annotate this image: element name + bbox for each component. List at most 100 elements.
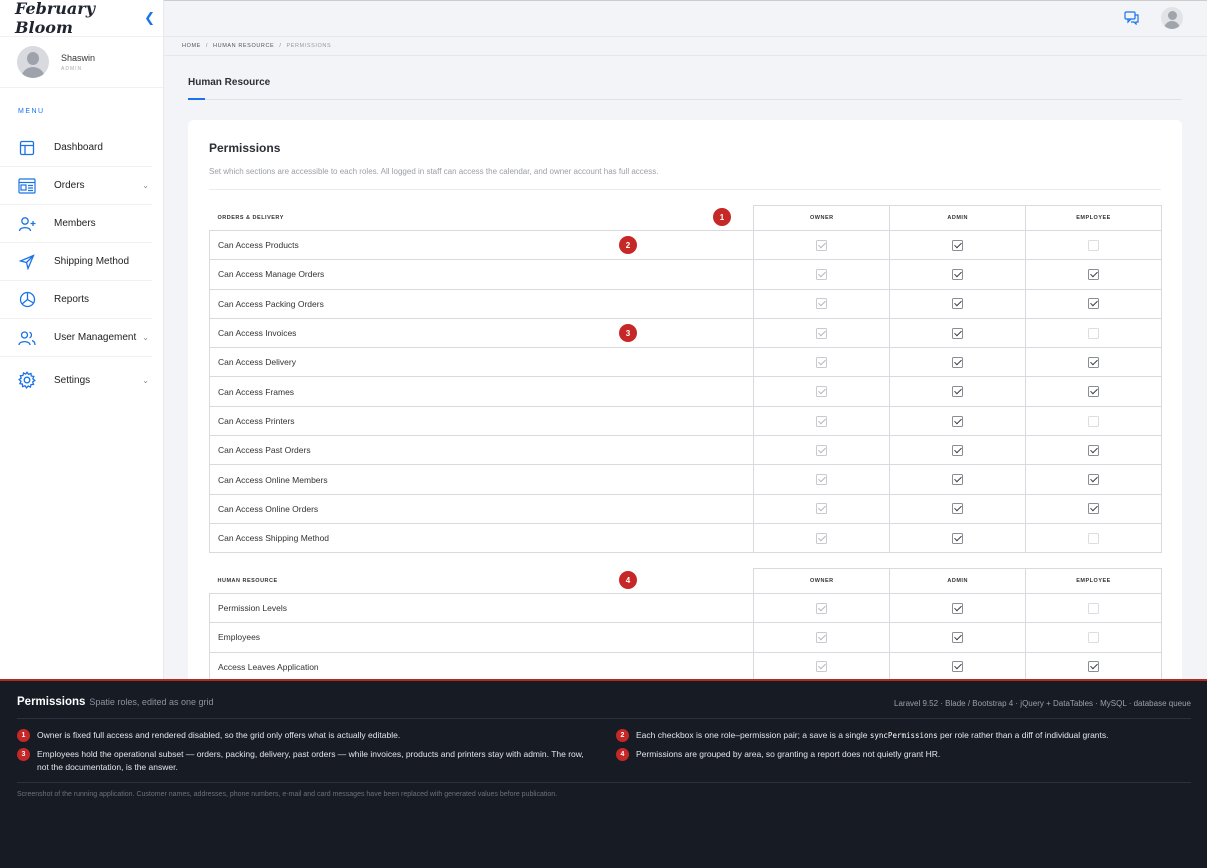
sidebar-item-shipping-method[interactable]: Shipping Method [0,243,152,281]
employee-permission-checkbox[interactable] [1088,239,1100,251]
user-panel[interactable]: Shaswin ADMIN [0,36,163,88]
collapse-sidebar-icon[interactable]: ❮ [144,10,155,25]
employee-permission-checkbox[interactable] [1088,444,1100,456]
admin-permission-checkbox[interactable] [952,386,964,398]
checkbox-cell [753,622,891,653]
employee-permission-checkbox[interactable] [1088,298,1100,310]
sidebar-item-dashboard[interactable]: Dashboard [0,129,152,167]
footer-note-4: 4 Permissions are grouped by area, so gr… [616,748,1196,761]
table-row: Employees [208,622,1162,653]
role-column-header: OWNER [753,568,891,594]
table-header-row: ORDERS & DELIVERY OWNER ADMIN EMPLOYEE [209,205,1162,231]
table-row: Can Access Printers [208,405,1162,437]
table-row: Can Access Packing Orders [208,288,1162,319]
sidebar-item-settings[interactable]: Settings ⌄ [0,357,152,403]
admin-permission-checkbox[interactable] [952,444,964,456]
sidebar: February Bloom ❮ Shaswin ADMIN MENU Dash… [0,0,164,680]
footer-stack: Laravel 9.52 · Blade / Bootstrap 4 · jQu… [894,699,1191,708]
checkbox-cell [753,651,891,682]
admin-permission-checkbox[interactable] [952,356,964,368]
owner-permission-checkbox [816,532,828,544]
chevron-down-icon[interactable]: ⌄ [142,333,149,342]
checkbox-cell [889,317,1027,349]
page-title[interactable]: Human Resource [188,77,271,88]
admin-permission-checkbox[interactable] [952,327,964,339]
checkbox-cell [753,259,891,290]
chevron-down-icon[interactable]: ⌄ [142,375,149,385]
checkbox-cell [889,464,1027,495]
sidebar-item-label: User Management [54,332,137,343]
divider [17,718,1191,719]
annotation-marker-2: 2 [619,236,637,254]
sidebar-item-reports[interactable]: Reports [0,281,152,319]
employee-permission-checkbox[interactable] [1088,474,1100,486]
active-tab-indicator [188,98,205,100]
admin-permission-checkbox[interactable] [952,661,964,673]
employee-permission-checkbox[interactable] [1088,386,1100,398]
employee-permission-checkbox[interactable] [1088,269,1100,281]
annotation-marker-1: 1 [713,208,731,226]
permission-label: Can Access Online Orders [208,493,755,524]
permissions-table-orders: ORDERS & DELIVERY OWNER ADMIN EMPLOYEE Can A… [208,205,1162,554]
permission-label: Can Access Online Members [208,464,755,495]
role-column-header: ADMIN [889,568,1027,594]
sidebar-item-label: Members [54,218,96,229]
owner-permission-checkbox [816,503,828,515]
sidebar-item-members[interactable]: Members [0,205,152,243]
owner-permission-checkbox [816,356,828,368]
employee-permission-checkbox[interactable] [1088,327,1100,339]
admin-permission-checkbox[interactable] [952,503,964,515]
breadcrumb-home[interactable]: HOME [182,43,201,49]
owner-permission-checkbox [816,602,828,614]
note-text-post: per role rather than a diff of individua… [937,730,1109,740]
admin-permission-checkbox[interactable] [952,298,964,310]
chevron-down-icon[interactable]: ⌄ [142,181,149,190]
page-header: Human Resource [188,56,1182,100]
breadcrumb-current: PERMISSIONS [286,43,332,49]
sidebar-item-user-management[interactable]: User Management ⌄ [0,319,152,357]
role-column-header: ADMIN [889,205,1027,231]
layout-icon [18,139,36,157]
employee-permission-checkbox[interactable] [1088,532,1100,544]
employee-permission-checkbox[interactable] [1088,356,1100,368]
permission-label: Can Access Shipping Method [208,522,755,554]
admin-permission-checkbox[interactable] [952,239,964,251]
annotation-marker-4: 4 [619,571,637,589]
annotation-marker-3: 3 [619,324,637,342]
checkbox-cell [753,522,891,554]
permission-label: Can Access Manage Orders [208,259,755,290]
admin-permission-checkbox[interactable] [952,532,964,544]
top-avatar[interactable] [1161,7,1183,29]
employee-permission-checkbox[interactable] [1088,602,1100,614]
note-number: 4 [616,748,629,761]
table-row: Can Access Online Members [208,464,1162,495]
checkbox-cell [889,493,1027,524]
footer-title: Permissions Spatie roles, edited as one g… [17,696,214,708]
breadcrumb-section[interactable]: HUMAN RESOURCE [213,43,275,49]
section-header: ORDERS & DELIVERY [209,205,754,231]
checkbox-cell [753,405,891,437]
employee-permission-checkbox[interactable] [1088,415,1100,427]
owner-permission-checkbox [816,474,828,486]
breadcrumb: HOME / HUMAN RESOURCE / PERMISSIONS [164,36,1207,56]
admin-permission-checkbox[interactable] [952,269,964,281]
checkbox-cell [1025,317,1162,349]
employee-permission-checkbox[interactable] [1088,503,1100,515]
table-row: Can Access Manage Orders [208,259,1162,290]
table-row: Can Access Frames [208,376,1162,407]
employee-permission-checkbox[interactable] [1088,632,1100,644]
chat-icon[interactable] [1124,11,1139,30]
permission-label: Employees [208,622,755,653]
avatar [17,46,49,78]
sidebar-item-orders[interactable]: Orders ⌄ [0,167,152,205]
send-icon [18,253,36,271]
admin-permission-checkbox[interactable] [952,632,964,644]
admin-permission-checkbox[interactable] [952,474,964,486]
employee-permission-checkbox[interactable] [1088,661,1100,673]
permissions-table-hr: HUMAN RESOURCE OWNER ADMIN EMPLOYEE Permissi… [208,568,1162,682]
brand-logo[interactable]: February Bloom [15,0,96,37]
checkbox-cell [753,592,891,624]
admin-permission-checkbox[interactable] [952,415,964,427]
admin-permission-checkbox[interactable] [952,602,964,614]
checkbox-cell [889,376,1027,407]
